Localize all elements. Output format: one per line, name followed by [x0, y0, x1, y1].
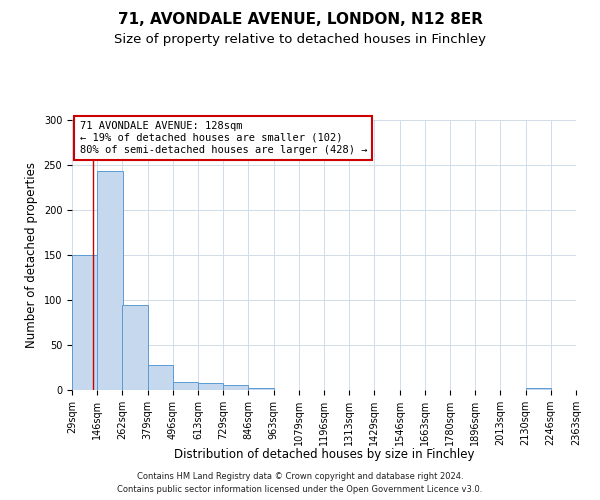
Text: Size of property relative to detached houses in Finchley: Size of property relative to detached ho…: [114, 32, 486, 46]
Bar: [248, 388, 274, 390]
Bar: [173, 382, 198, 390]
Bar: [223, 384, 248, 390]
Text: Contains public sector information licensed under the Open Government Licence v3: Contains public sector information licen…: [118, 485, 482, 494]
Bar: [576, 389, 600, 390]
Text: 71, AVONDALE AVENUE, LONDON, N12 8ER: 71, AVONDALE AVENUE, LONDON, N12 8ER: [118, 12, 482, 28]
Bar: [122, 304, 148, 390]
Bar: [526, 388, 551, 390]
Bar: [148, 365, 173, 390]
Bar: [97, 172, 122, 390]
Text: Contains HM Land Registry data © Crown copyright and database right 2024.: Contains HM Land Registry data © Crown c…: [137, 472, 463, 481]
X-axis label: Distribution of detached houses by size in Finchley: Distribution of detached houses by size …: [174, 448, 474, 461]
Y-axis label: Number of detached properties: Number of detached properties: [25, 162, 38, 348]
Bar: [72, 255, 97, 390]
Bar: [198, 383, 223, 390]
Text: 71 AVONDALE AVENUE: 128sqm
← 19% of detached houses are smaller (102)
80% of sem: 71 AVONDALE AVENUE: 128sqm ← 19% of deta…: [80, 122, 367, 154]
